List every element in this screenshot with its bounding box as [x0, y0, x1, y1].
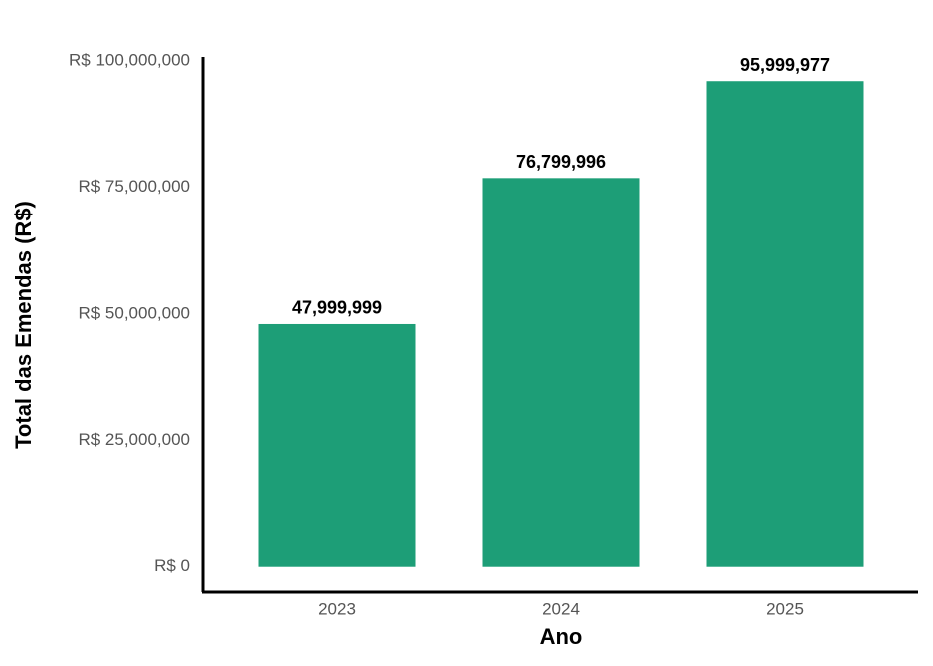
- value-label: 95,999,977: [740, 55, 830, 75]
- y-tick-label: R$ 50,000,000: [78, 303, 190, 322]
- y-tick-label: R$ 75,000,000: [78, 177, 190, 196]
- value-label: 47,999,999: [292, 298, 382, 318]
- bar: [482, 178, 640, 567]
- value-label: 76,799,996: [516, 152, 606, 172]
- y-tick-label: R$ 100,000,000: [69, 50, 190, 69]
- y-axis-title: Total das Emendas (R$): [11, 201, 36, 449]
- x-tick-label: 2025: [766, 599, 804, 618]
- x-axis-title: Ano: [540, 624, 583, 649]
- bar: [706, 81, 864, 567]
- x-tick-label: 2024: [542, 599, 580, 618]
- x-tick-label: 2023: [318, 599, 356, 618]
- y-tick-label: R$ 0: [154, 556, 190, 575]
- bar: [258, 323, 416, 567]
- y-tick-label: R$ 25,000,000: [78, 430, 190, 449]
